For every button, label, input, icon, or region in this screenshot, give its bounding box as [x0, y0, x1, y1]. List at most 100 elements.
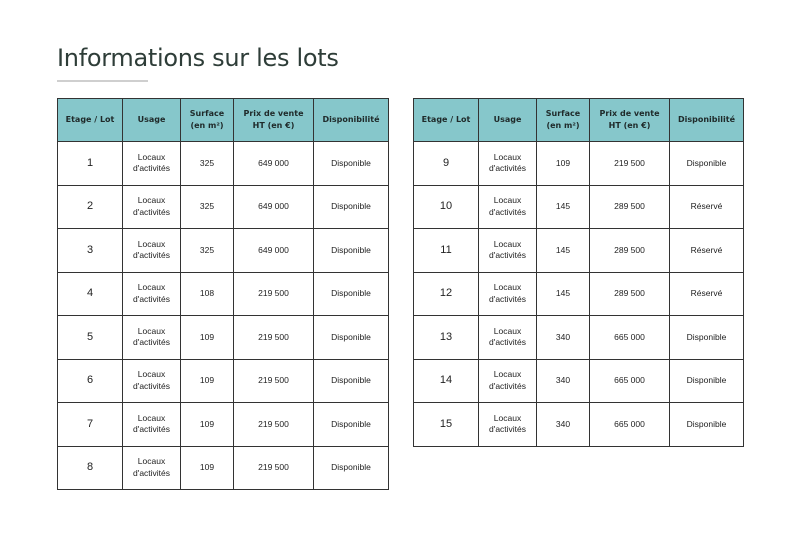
table-row: 8 Locaux d'activités 109 219 500 Disponible	[57, 445, 389, 490]
price-cell: 665 000	[589, 402, 670, 447]
surface-cell: 325	[180, 141, 234, 186]
price-cell: 219 500	[233, 402, 314, 447]
price-cell: 649 000	[233, 228, 314, 273]
availability-cell: Disponible	[669, 358, 744, 403]
surface-cell: 109	[180, 445, 234, 490]
table-row: 13 Locaux d'activités 340 665 000 Disponible	[413, 315, 744, 360]
header-price: Prix de vente HT (en €)	[589, 98, 670, 142]
lot-cell: 13	[413, 315, 479, 360]
surface-cell: 325	[180, 228, 234, 273]
usage-cell: Locaux d'activités	[478, 141, 537, 186]
lot-cell: 5	[57, 315, 123, 360]
table-row: 5 Locaux d'activités 109 219 500 Disponible	[57, 315, 389, 360]
price-cell: 665 000	[589, 358, 670, 403]
availability-cell: Réservé	[669, 228, 744, 273]
surface-cell: 340	[536, 315, 590, 360]
lot-cell: 3	[57, 228, 123, 273]
table-row: 2 Locaux d'activités 325 649 000 Disponible	[57, 184, 389, 229]
surface-cell: 145	[536, 184, 590, 229]
table-row: 11 Locaux d'activités 145 289 500 Réservé	[413, 228, 744, 273]
price-cell: 219 500	[233, 358, 314, 403]
lot-cell: 8	[57, 445, 123, 490]
table-row: 12 Locaux d'activités 145 289 500 Réservé	[413, 271, 744, 316]
title-underline	[57, 80, 148, 82]
table-row: 1 Locaux d'activités 325 649 000 Disponible	[57, 141, 389, 186]
header-surface: Surface (en m²)	[536, 98, 590, 142]
page-title: Informations sur les lots	[57, 44, 339, 72]
availability-cell: Disponible	[313, 358, 389, 403]
price-cell: 219 500	[589, 141, 670, 186]
availability-cell: Disponible	[669, 315, 744, 360]
lot-cell: 1	[57, 141, 123, 186]
availability-cell: Disponible	[313, 315, 389, 360]
price-cell: 289 500	[589, 228, 670, 273]
surface-cell: 109	[180, 358, 234, 403]
lot-cell: 6	[57, 358, 123, 403]
price-cell: 289 500	[589, 271, 670, 316]
lot-cell: 11	[413, 228, 479, 273]
table-row: 10 Locaux d'activités 145 289 500 Réservé	[413, 184, 744, 229]
header-usage: Usage	[122, 98, 181, 142]
surface-cell: 145	[536, 228, 590, 273]
lots-table-left: Etage / Lot Usage Surface (en m²) Prix de ve…	[57, 98, 389, 490]
surface-cell: 108	[180, 271, 234, 316]
header-availability: Disponibilité	[313, 98, 389, 142]
usage-cell: Locaux d'activités	[122, 402, 181, 447]
lots-table-right: Etage / Lot Usage Surface (en m²) Prix de ve…	[413, 98, 744, 447]
usage-cell: Locaux d'activités	[478, 228, 537, 273]
availability-cell: Disponible	[313, 402, 389, 447]
lot-cell: 12	[413, 271, 479, 316]
table-row: 6 Locaux d'activités 109 219 500 Disponible	[57, 358, 389, 403]
lot-cell: 7	[57, 402, 123, 447]
lot-cell: 15	[413, 402, 479, 447]
usage-cell: Locaux d'activités	[478, 402, 537, 447]
header-row: Etage / Lot Usage Surface (en m²) Prix de ve…	[57, 98, 389, 142]
usage-cell: Locaux d'activités	[478, 271, 537, 316]
availability-cell: Disponible	[313, 445, 389, 490]
usage-cell: Locaux d'activités	[122, 315, 181, 360]
surface-cell: 109	[536, 141, 590, 186]
usage-cell: Locaux d'activités	[122, 228, 181, 273]
price-cell: 289 500	[589, 184, 670, 229]
availability-cell: Disponible	[669, 402, 744, 447]
surface-cell: 325	[180, 184, 234, 229]
table-row: 7 Locaux d'activités 109 219 500 Disponible	[57, 402, 389, 447]
usage-cell: Locaux d'activités	[478, 184, 537, 229]
usage-cell: Locaux d'activités	[122, 358, 181, 403]
header-surface: Surface (en m²)	[180, 98, 234, 142]
price-cell: 219 500	[233, 445, 314, 490]
lot-cell: 9	[413, 141, 479, 186]
header-lot: Etage / Lot	[413, 98, 479, 142]
table-row: 9 Locaux d'activités 109 219 500 Disponible	[413, 141, 744, 186]
header-lot: Etage / Lot	[57, 98, 123, 142]
surface-cell: 340	[536, 402, 590, 447]
price-cell: 665 000	[589, 315, 670, 360]
table-row: 15 Locaux d'activités 340 665 000 Disponible	[413, 402, 744, 447]
header-usage: Usage	[478, 98, 537, 142]
price-cell: 219 500	[233, 315, 314, 360]
usage-cell: Locaux d'activités	[122, 445, 181, 490]
availability-cell: Réservé	[669, 271, 744, 316]
usage-cell: Locaux d'activités	[478, 315, 537, 360]
usage-cell: Locaux d'activités	[122, 271, 181, 316]
table-row: 4 Locaux d'activités 108 219 500 Disponible	[57, 271, 389, 316]
lot-cell: 2	[57, 184, 123, 229]
table-row: 14 Locaux d'activités 340 665 000 Disponible	[413, 358, 744, 403]
surface-cell: 145	[536, 271, 590, 316]
header-availability: Disponibilité	[669, 98, 744, 142]
availability-cell: Disponible	[313, 184, 389, 229]
usage-cell: Locaux d'activités	[478, 358, 537, 403]
lot-cell: 4	[57, 271, 123, 316]
availability-cell: Disponible	[313, 271, 389, 316]
availability-cell: Disponible	[313, 141, 389, 186]
price-cell: 649 000	[233, 184, 314, 229]
table-row: 3 Locaux d'activités 325 649 000 Disponible	[57, 228, 389, 273]
price-cell: 649 000	[233, 141, 314, 186]
header-price: Prix de vente HT (en €)	[233, 98, 314, 142]
availability-cell: Disponible	[669, 141, 744, 186]
price-cell: 219 500	[233, 271, 314, 316]
availability-cell: Disponible	[313, 228, 389, 273]
surface-cell: 340	[536, 358, 590, 403]
usage-cell: Locaux d'activités	[122, 184, 181, 229]
lot-cell: 14	[413, 358, 479, 403]
